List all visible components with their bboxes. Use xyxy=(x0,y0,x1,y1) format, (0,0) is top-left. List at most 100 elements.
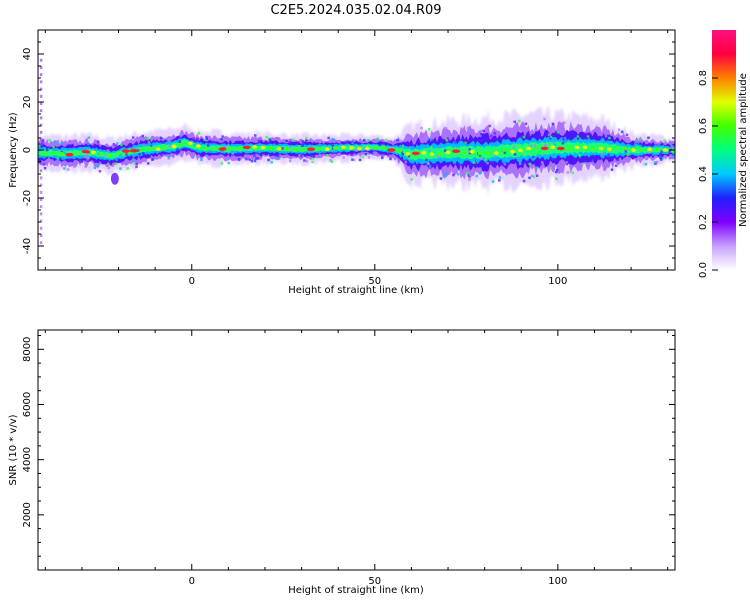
spectral-speckle xyxy=(131,159,135,162)
ridge-peak xyxy=(163,146,169,150)
spectral-speckle xyxy=(329,159,332,162)
spectral-speckle xyxy=(539,163,543,166)
spectral-speckle xyxy=(620,160,623,164)
spectral-speckle xyxy=(305,159,308,163)
spectral-speckle xyxy=(41,139,45,142)
spectral-speckle xyxy=(276,154,280,158)
spectral-speckle xyxy=(116,142,119,145)
spectral-speckle xyxy=(39,159,42,162)
spectral-speckle xyxy=(670,147,673,150)
spectral-speckle xyxy=(220,137,223,141)
spectral-speckle xyxy=(84,155,87,159)
spectral-speckle xyxy=(410,178,413,181)
spectral-speckle xyxy=(168,144,171,148)
snr-y-tick-label: 6000 xyxy=(22,392,33,417)
spectral-speckle xyxy=(361,155,365,159)
spectral-speckle xyxy=(663,139,666,142)
spectral-speckle xyxy=(269,153,272,157)
spectral-speckle xyxy=(659,152,662,156)
spectral-speckle xyxy=(98,170,102,173)
spectral-speckle xyxy=(62,153,65,157)
spectral-speckle xyxy=(526,155,530,158)
ridge-peak xyxy=(397,149,403,154)
spectrogram-x-axis-label: Height of straight line (km) xyxy=(288,285,424,296)
ridge-peak xyxy=(574,145,580,150)
spectral-speckle xyxy=(132,136,135,139)
spectral-speckle xyxy=(420,126,423,130)
ridge-peak xyxy=(510,150,515,154)
spectral-speckle xyxy=(104,154,108,158)
spectral-speckle xyxy=(635,146,639,149)
colorbar-ticks: 0.0 0.2 0.4 0.6 0.8 xyxy=(698,70,718,278)
spectral-speckle xyxy=(292,138,295,141)
ridge-peak xyxy=(91,150,96,154)
spectral-speckle xyxy=(47,157,50,161)
spectral-speckle xyxy=(590,159,593,162)
spectral-speckle xyxy=(193,143,197,147)
spectral-speckle xyxy=(166,138,170,142)
spectral-speckle xyxy=(351,158,354,161)
spectral-speckle xyxy=(168,139,171,142)
spectral-speckle xyxy=(428,150,431,153)
snr-x-tick-label: 100 xyxy=(548,576,567,587)
spectral-speckle xyxy=(491,161,494,164)
ridge-peak xyxy=(300,148,306,153)
ridge-peak xyxy=(179,142,185,146)
spectral-speckle xyxy=(146,162,150,165)
spectral-speckle xyxy=(253,159,257,163)
ridge-peak xyxy=(121,149,130,153)
spectrogram-y-tick-label: 20 xyxy=(22,96,33,109)
spectral-speckle xyxy=(528,176,531,180)
ridge-peak xyxy=(187,141,193,146)
spectral-speckle xyxy=(653,161,657,164)
spectral-speckle xyxy=(625,133,629,137)
spectral-speckle xyxy=(167,155,171,159)
spectrogram-y-tick-label: -20 xyxy=(22,190,33,206)
spectral-speckle xyxy=(66,168,70,171)
spectral-speckle xyxy=(591,154,595,158)
spectral-speckle xyxy=(146,137,149,141)
spectral-speckle xyxy=(39,116,43,120)
spectral-speckle xyxy=(112,143,116,146)
spectral-speckle xyxy=(404,160,408,164)
snr-y-ticks: 2000 4000 6000 8000 xyxy=(22,335,675,557)
spectral-speckle xyxy=(533,144,537,147)
spectral-speckle xyxy=(651,153,655,156)
spectral-speckle xyxy=(54,140,57,144)
spectral-speckle xyxy=(97,141,100,144)
spectral-speckle xyxy=(311,157,315,160)
colorbar: 0.0 0.2 0.4 0.6 0.8 Normalized spectral ampl… xyxy=(698,30,749,278)
spectral-speckle xyxy=(118,153,122,157)
spectral-speckle xyxy=(444,172,448,176)
spectral-speckle xyxy=(106,149,109,152)
spectrogram-y-tick-label: -40 xyxy=(22,238,33,254)
spectral-speckle xyxy=(425,158,428,162)
spectral-speckle xyxy=(521,153,525,157)
ridge-peak xyxy=(316,147,322,151)
spectral-speckle xyxy=(660,150,663,153)
ridge-peak xyxy=(218,147,227,151)
snr-panel: 0 50 100 2000 4000 6000 8000 Height of straig… xyxy=(8,329,676,596)
spectral-speckle xyxy=(571,171,575,175)
spectral-speckle xyxy=(39,162,43,165)
spectral-speckle xyxy=(444,127,448,130)
spectral-speckle xyxy=(277,139,281,142)
ridge-peak xyxy=(622,146,628,151)
spectral-speckle xyxy=(275,156,278,159)
spectral-speckle xyxy=(661,144,664,148)
spectral-speckle xyxy=(608,136,611,140)
spectral-speckle xyxy=(436,155,440,158)
ridge-peak xyxy=(405,152,411,156)
ridge-peak xyxy=(115,151,121,155)
spectral-speckle xyxy=(39,219,43,223)
spectral-speckle xyxy=(491,180,495,183)
spectral-speckle xyxy=(549,167,552,170)
spectral-speckle xyxy=(479,157,483,161)
spectral-speckle xyxy=(114,144,118,147)
ridge-peak xyxy=(590,147,596,151)
spectral-speckle xyxy=(384,138,388,142)
spectral-speckle xyxy=(484,158,487,161)
spectral-speckle xyxy=(330,160,334,163)
spectral-speckle xyxy=(530,174,534,178)
